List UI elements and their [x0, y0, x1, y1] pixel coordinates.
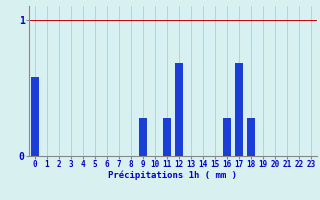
Bar: [31, 77, 39, 156]
Bar: [247, 118, 255, 156]
Bar: [235, 63, 243, 156]
Bar: [175, 63, 183, 156]
Bar: [163, 118, 171, 156]
X-axis label: Précipitations 1h ( mm ): Précipitations 1h ( mm ): [108, 171, 237, 180]
Bar: [139, 118, 147, 156]
Bar: [223, 118, 231, 156]
